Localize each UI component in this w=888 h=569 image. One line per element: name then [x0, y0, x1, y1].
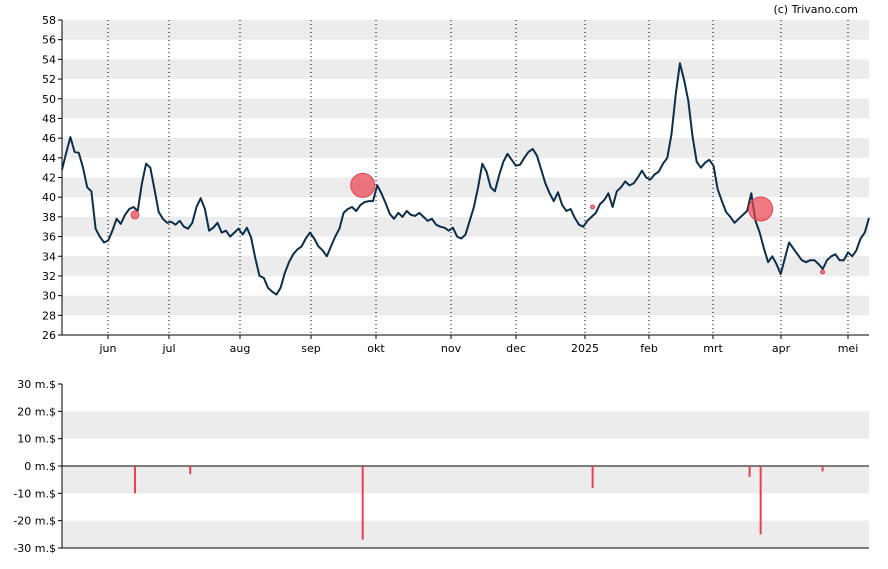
price-y-tick-label: 44 — [42, 152, 56, 165]
x-axis-ticks: jun jul aug sep okt nov dec 2025 feb mrt apr mei — [99, 335, 859, 355]
price-y-ticks: 26 28 30 32 34 36 38 40 42 44 46 48 50 52 54 56 58 — [42, 14, 62, 342]
price-y-tick-label: 48 — [42, 112, 56, 125]
price-y-tick-label: 32 — [42, 270, 56, 283]
x-tick-label: apr — [772, 342, 791, 355]
price-band — [62, 216, 869, 237]
volume-y-tick-label: 20 m.$ — [17, 405, 56, 418]
x-tick-label: dec — [506, 342, 526, 355]
volume-y-tick-label: 30 m.$ — [17, 378, 56, 391]
volume-y-tick-label: 0 m.$ — [24, 460, 56, 473]
month-gridlines — [107, 20, 849, 335]
price-grid-bands — [62, 20, 869, 316]
x-tick-label: mrt — [703, 342, 723, 355]
price-y-tick-label: 38 — [42, 211, 56, 224]
volume-y-tick-label: -20 m.$ — [13, 515, 56, 528]
price-band — [62, 295, 869, 316]
x-tick-label: sep — [301, 342, 320, 355]
price-y-tick-label: 26 — [42, 329, 56, 342]
credit-label: (c) Trivano.com — [773, 3, 858, 16]
volume-bars — [133, 466, 824, 540]
transaction-marker — [820, 269, 826, 275]
transaction-marker — [590, 204, 596, 210]
transaction-marker — [748, 196, 774, 222]
volume-band — [62, 520, 869, 548]
x-tick-label: nov — [441, 342, 462, 355]
volume-grid-bands — [62, 411, 869, 548]
price-y-tick-label: 52 — [42, 73, 56, 86]
price-y-tick-label: 40 — [42, 191, 56, 204]
price-y-tick-label: 42 — [42, 172, 56, 185]
transaction-marker — [130, 210, 140, 220]
price-band — [62, 98, 869, 119]
price-band — [62, 256, 869, 276]
x-tick-label: 2025 — [571, 342, 599, 355]
price-y-tick-label: 34 — [42, 250, 56, 263]
volume-band — [62, 466, 869, 494]
price-y-tick-label: 36 — [42, 231, 56, 244]
price-series — [61, 62, 870, 296]
price-band — [62, 138, 869, 158]
price-y-tick-label: 28 — [42, 309, 56, 322]
price-y-tick-label: 46 — [42, 132, 56, 145]
volume-y-tick-label: 10 m.$ — [17, 433, 56, 446]
price-band — [62, 177, 869, 198]
price-band — [62, 59, 869, 80]
x-tick-label: aug — [230, 342, 251, 355]
transaction-markers — [130, 172, 826, 275]
x-tick-label: jul — [161, 342, 175, 355]
volume-band — [62, 411, 869, 439]
price-y-tick-label: 54 — [42, 53, 56, 66]
x-tick-label: feb — [640, 342, 658, 355]
x-tick-label: okt — [367, 342, 385, 355]
x-tick-label: mei — [838, 342, 859, 355]
price-line — [61, 62, 870, 296]
transaction-marker — [350, 172, 376, 198]
volume-y-ticks: 30 m.$ 20 m.$ 10 m.$ 0 m.$ -10 m.$ -20 m.$ -30… — [13, 378, 62, 555]
price-y-tick-label: 56 — [42, 34, 56, 47]
x-tick-label: jun — [99, 342, 117, 355]
price-y-tick-label: 50 — [42, 93, 56, 106]
volume-y-tick-label: -10 m.$ — [13, 487, 56, 500]
price-y-tick-label: 58 — [42, 14, 56, 27]
volume-y-tick-label: -30 m.$ — [13, 542, 56, 555]
price-band — [62, 20, 869, 40]
price-y-tick-label: 30 — [42, 290, 56, 303]
